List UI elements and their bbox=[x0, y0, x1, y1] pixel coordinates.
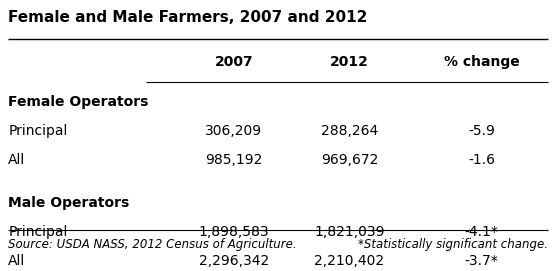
Text: -5.9: -5.9 bbox=[468, 124, 495, 138]
Text: Principal: Principal bbox=[8, 225, 68, 239]
Text: % change: % change bbox=[444, 54, 519, 69]
Text: Principal: Principal bbox=[8, 124, 68, 138]
Text: *Statistically significant change.: *Statistically significant change. bbox=[358, 238, 548, 251]
Text: Female and Male Farmers, 2007 and 2012: Female and Male Farmers, 2007 and 2012 bbox=[8, 10, 368, 25]
Text: Female Operators: Female Operators bbox=[8, 95, 148, 109]
Text: 2,210,402: 2,210,402 bbox=[315, 254, 385, 268]
Text: -1.6: -1.6 bbox=[468, 153, 495, 167]
Text: Male Operators: Male Operators bbox=[8, 196, 130, 210]
Text: 985,192: 985,192 bbox=[205, 153, 262, 167]
Text: 1,821,039: 1,821,039 bbox=[314, 225, 385, 239]
Text: 2,296,342: 2,296,342 bbox=[199, 254, 269, 268]
Text: Source: USDA NASS, 2012 Census of Agriculture.: Source: USDA NASS, 2012 Census of Agricu… bbox=[8, 238, 297, 251]
Text: 2007: 2007 bbox=[215, 54, 254, 69]
Text: 288,264: 288,264 bbox=[321, 124, 378, 138]
Text: 306,209: 306,209 bbox=[205, 124, 262, 138]
Text: 2012: 2012 bbox=[330, 54, 369, 69]
Text: -3.7*: -3.7* bbox=[465, 254, 499, 268]
Text: 1,898,583: 1,898,583 bbox=[198, 225, 269, 239]
Text: All: All bbox=[8, 254, 26, 268]
Text: All: All bbox=[8, 153, 26, 167]
Text: -4.1*: -4.1* bbox=[465, 225, 499, 239]
Text: 969,672: 969,672 bbox=[321, 153, 378, 167]
